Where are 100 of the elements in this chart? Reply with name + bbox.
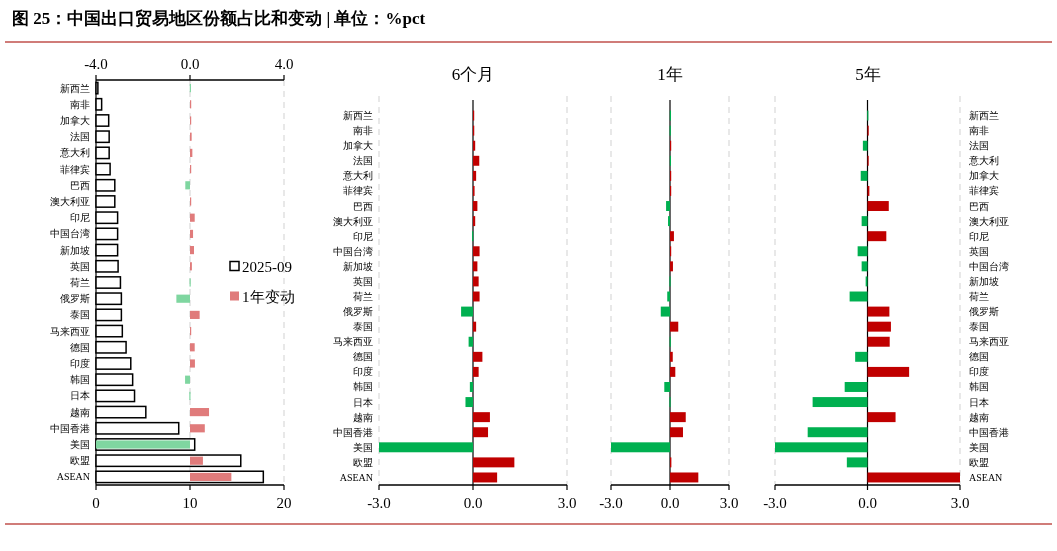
- y-tick-label: 英国: [353, 275, 373, 287]
- bar: [670, 472, 699, 483]
- bar: [670, 412, 686, 423]
- y-tick-label: 菲律宾: [60, 163, 90, 175]
- bar: [861, 216, 868, 227]
- legend-label: 1年变动: [242, 288, 295, 305]
- x-tick-label: 0.0: [463, 495, 483, 511]
- y-tick-label: 越南: [70, 406, 90, 418]
- bar: [473, 155, 480, 166]
- bar: [473, 472, 498, 483]
- y-tick-label: 印度: [70, 358, 90, 369]
- x-tick-label: 3.0: [557, 495, 577, 511]
- y-tick-label: 新西兰: [60, 82, 90, 94]
- y-tick-label: 法国: [969, 140, 989, 152]
- x2-tick-label: -4.0: [84, 56, 108, 72]
- y-tick-label: 印尼: [969, 230, 989, 242]
- bar: [664, 382, 670, 392]
- x-tick-label: 0: [92, 495, 100, 511]
- bar: [473, 246, 480, 257]
- y-tick-label: 美国: [969, 441, 989, 453]
- y-tick-label: 韩国: [353, 381, 373, 393]
- bar: [473, 216, 476, 227]
- y-tick-label: 加拿大: [969, 170, 999, 182]
- bar: [867, 336, 890, 347]
- y-tick-label: 马来西亚: [333, 336, 373, 348]
- y-tick-label: 印度: [969, 366, 989, 378]
- y-tick-label: 印尼: [353, 230, 373, 242]
- y-tick-label: 南非: [353, 125, 373, 137]
- bar: [807, 427, 868, 438]
- bar: [670, 231, 674, 242]
- y-tick-label: 印度: [353, 366, 373, 378]
- y-tick-label: 英国: [70, 260, 90, 272]
- x-tick-label: 10: [182, 495, 198, 511]
- y-tick-label: 荷兰: [70, 277, 90, 288]
- bar: [468, 336, 473, 347]
- bar: [862, 140, 868, 151]
- y-tick-label: 澳大利亚: [333, 215, 373, 227]
- bar: [670, 427, 683, 438]
- y-tick-label: 欧盟: [70, 455, 90, 467]
- y-tick-label: 意大利: [968, 155, 999, 167]
- bar: [473, 140, 476, 151]
- y-tick-label: 日本: [353, 396, 373, 408]
- bar: [867, 201, 889, 211]
- bar: [473, 261, 478, 272]
- bar: [473, 412, 490, 423]
- y-tick-label: 韩国: [70, 374, 90, 386]
- y-tick-label: 新加坡: [969, 275, 999, 287]
- bar: [867, 366, 910, 377]
- y-tick-label: 新西兰: [969, 110, 999, 122]
- bar: [465, 397, 473, 408]
- bar: [867, 472, 960, 483]
- bar: [670, 366, 676, 377]
- chart-title: 图 25：中国出口贸易地区份额占比和变动 | 单位：%pct: [12, 9, 426, 28]
- y-tick-label: 越南: [969, 411, 989, 423]
- bar: [611, 442, 670, 453]
- bar: [473, 276, 479, 287]
- bar: [461, 306, 473, 317]
- x-tick-label: 0.0: [660, 495, 680, 511]
- y-tick-label: 马来西亚: [50, 325, 90, 337]
- x2-tick-label: 4.0: [274, 56, 294, 72]
- y-tick-label: 新西兰: [343, 110, 373, 122]
- bar: [670, 261, 673, 272]
- y-tick-label: ASEAN: [56, 471, 90, 483]
- y-tick-label: ASEAN: [969, 471, 1003, 483]
- y-tick-label: 俄罗斯: [60, 293, 90, 305]
- bar: [849, 291, 868, 302]
- y-tick-label: 荷兰: [353, 291, 373, 302]
- bar: [473, 351, 483, 362]
- y-tick-label: 菲律宾: [969, 185, 999, 197]
- y-tick-label: 德国: [353, 351, 373, 363]
- bar: [667, 291, 670, 302]
- y-tick-label: 澳大利亚: [50, 196, 90, 207]
- y-tick-label: 泰国: [969, 321, 989, 333]
- y-tick-label: 中国香港: [969, 426, 1009, 438]
- y-tick-label: 法国: [353, 155, 373, 167]
- y-tick-label: 加拿大: [343, 140, 373, 152]
- y-tick-label: 越南: [353, 411, 373, 423]
- y-tick-label: 韩国: [969, 381, 989, 393]
- bar: [867, 231, 887, 242]
- x-tick-label: 20: [276, 495, 292, 511]
- chart-title: 5年: [855, 65, 881, 84]
- y-tick-label: 德国: [969, 351, 989, 363]
- y-tick-label: 中国台湾: [333, 245, 373, 257]
- bar: [473, 457, 515, 468]
- x-tick-label: 3.0: [950, 495, 970, 511]
- y-tick-label: 印尼: [70, 212, 90, 224]
- y-tick-label: 巴西: [70, 179, 90, 191]
- chart-title: 6个月: [451, 65, 495, 84]
- x-tick-label: -3.0: [367, 495, 391, 511]
- bar: [855, 351, 868, 362]
- x-tick-label: 0.0: [858, 495, 877, 511]
- bar: [857, 246, 868, 257]
- y-tick-label: 俄罗斯: [969, 306, 999, 318]
- y-tick-label: 日本: [70, 390, 90, 402]
- bar: [670, 351, 673, 362]
- y-tick-label: 中国台湾: [969, 260, 1009, 272]
- y-tick-label: 法国: [70, 131, 90, 143]
- bar: [861, 261, 868, 272]
- bar: [844, 382, 868, 392]
- y-tick-label: 欧盟: [353, 456, 373, 468]
